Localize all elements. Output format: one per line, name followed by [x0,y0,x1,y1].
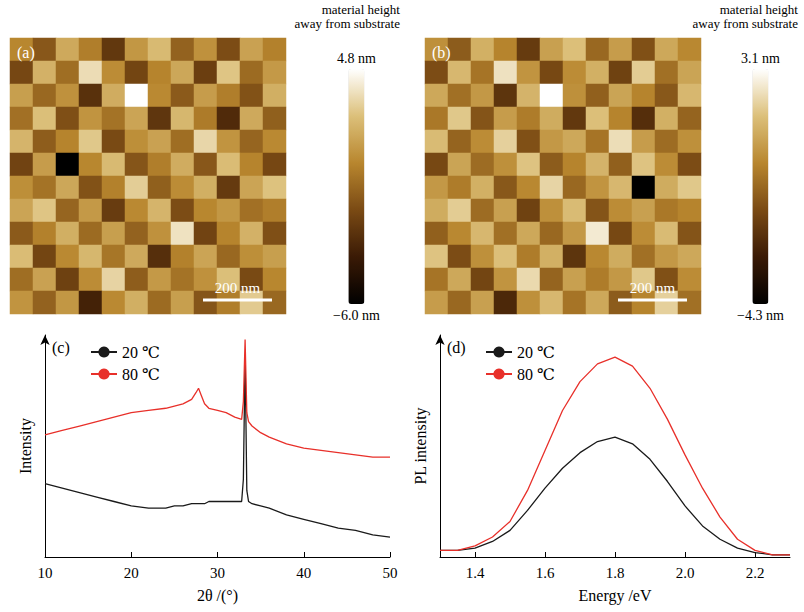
svg-text:PL intensity: PL intensity [412,407,430,484]
svg-text:10: 10 [38,565,53,581]
svg-text:1.6: 1.6 [536,565,555,581]
svg-text:away from substrate: away from substrate [693,16,799,31]
svg-text:3.1 nm: 3.1 nm [741,51,780,66]
svg-text:away from substrate: away from substrate [295,16,401,31]
svg-text:4.8 nm: 4.8 nm [337,51,376,66]
svg-text:80 ℃: 80 ℃ [122,366,160,383]
svg-text:(d): (d) [447,339,466,357]
svg-text:material height: material height [322,2,401,17]
svg-text:(b): (b) [432,44,451,62]
svg-text:20 ℃: 20 ℃ [517,344,555,361]
svg-text:(a): (a) [17,44,35,62]
svg-text:2.2: 2.2 [746,565,765,581]
svg-text:2θ /(°): 2θ /(°) [197,587,238,605]
svg-text:−6.0 nm: −6.0 nm [333,308,380,323]
svg-text:30: 30 [210,565,225,581]
svg-text:(c): (c) [52,339,70,357]
svg-text:1.4: 1.4 [466,565,485,581]
svg-text:2.0: 2.0 [676,565,695,581]
svg-text:200 nm: 200 nm [215,280,261,296]
svg-text:80 ℃: 80 ℃ [517,366,555,383]
svg-text:200 nm: 200 nm [630,280,676,296]
svg-text:Intensity: Intensity [17,418,35,474]
svg-text:material height: material height [720,2,799,17]
svg-text:Energy /eV: Energy /eV [578,587,651,605]
svg-text:−4.3 nm: −4.3 nm [737,308,784,323]
svg-text:1.8: 1.8 [606,565,625,581]
svg-text:50: 50 [383,565,398,581]
svg-text:20: 20 [124,565,139,581]
svg-text:20 ℃: 20 ℃ [122,344,160,361]
svg-text:40: 40 [296,565,311,581]
